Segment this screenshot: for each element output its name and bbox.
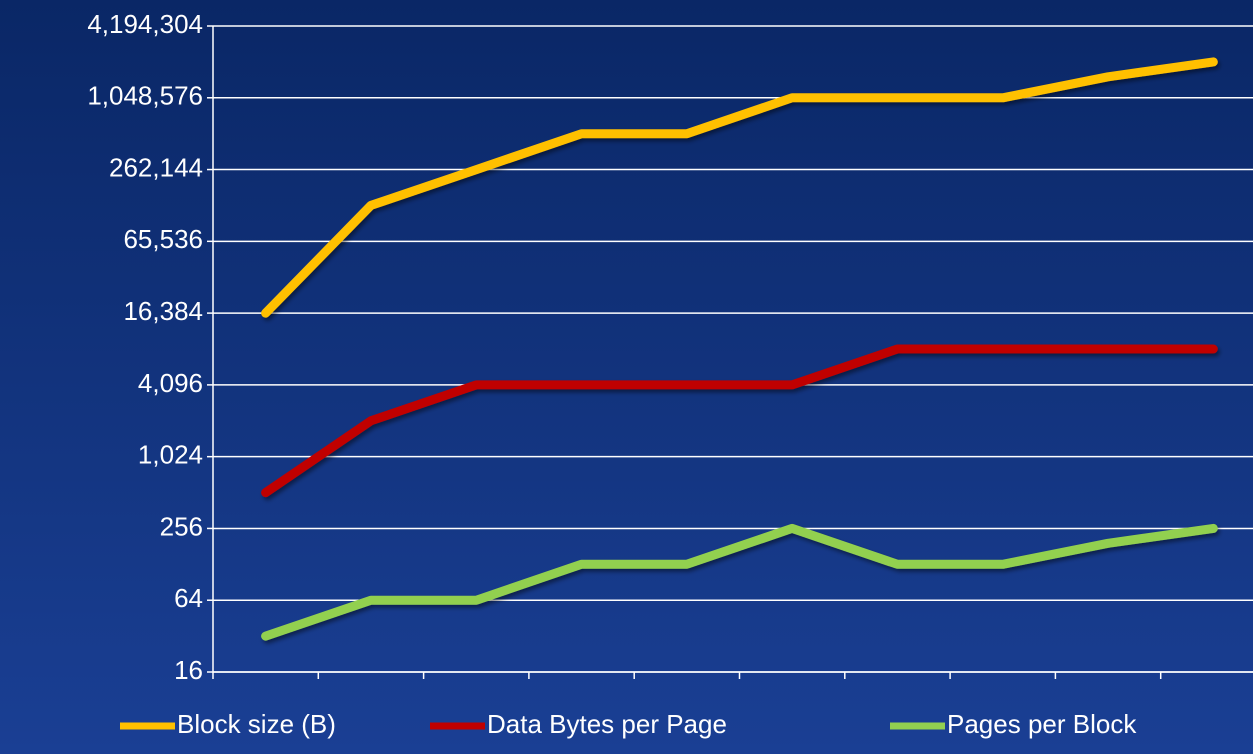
y-tick-label: 256 (160, 511, 203, 541)
y-tick-label: 65,536 (123, 224, 203, 254)
legend-label: Data Bytes per Page (487, 709, 727, 739)
y-tick-label: 4,194,304 (87, 9, 203, 39)
y-tick-label: 64 (174, 583, 203, 613)
y-tick-label: 16 (174, 655, 203, 685)
series-line (261, 344, 1218, 498)
y-tick-label: 4,096 (138, 368, 203, 398)
y-tick-label: 1,024 (138, 440, 203, 470)
y-tick-label: 16,384 (123, 296, 203, 326)
y-tick-label: 1,048,576 (87, 81, 203, 111)
series-line (261, 523, 1218, 641)
legend-label: Block size (B) (177, 709, 336, 739)
legend-label: Pages per Block (947, 709, 1137, 739)
y-tick-label: 262,144 (109, 152, 203, 182)
series-line (261, 57, 1218, 318)
